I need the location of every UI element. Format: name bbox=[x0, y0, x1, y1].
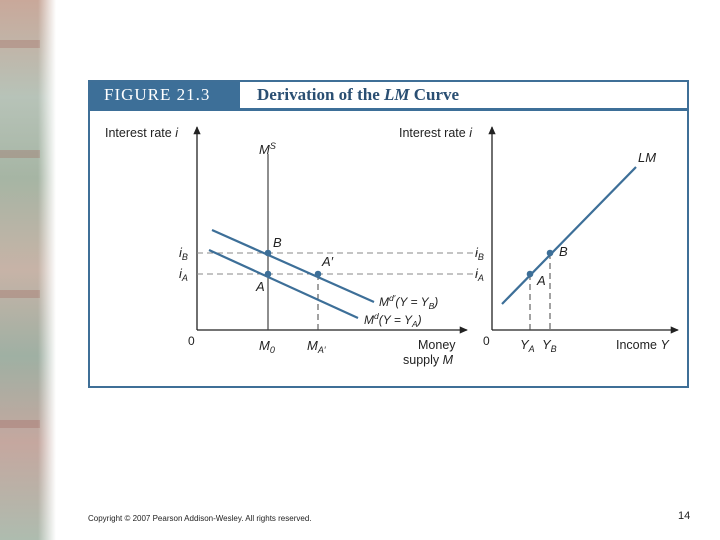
page-number: 14 bbox=[678, 510, 691, 522]
label-A-right: A bbox=[536, 273, 546, 288]
yb-label: YB bbox=[542, 337, 557, 354]
point-A-prime bbox=[314, 270, 322, 278]
label-B-left: B bbox=[273, 235, 282, 250]
figure-title-prefix: Derivation of the bbox=[257, 85, 385, 104]
md-prime-label: Md′(Y = YB) bbox=[379, 293, 438, 311]
left-iB-label: iB bbox=[179, 245, 188, 262]
sidebar-stripe bbox=[0, 290, 40, 298]
point-B-right bbox=[546, 249, 554, 257]
ya-label: YA bbox=[520, 337, 535, 354]
sidebar-stripe bbox=[0, 150, 40, 158]
right-iA-label: iA bbox=[475, 266, 484, 283]
sidebar-stripe bbox=[0, 40, 40, 48]
decorative-sidebar bbox=[0, 0, 56, 540]
diagram-canvas: Interest rate i 0 MS B A A′ iB iA M0 MA′… bbox=[105, 126, 679, 367]
point-B-left bbox=[264, 249, 272, 257]
left-iA-label: iA bbox=[179, 266, 188, 283]
point-A-right bbox=[526, 270, 534, 278]
point-A-left bbox=[264, 270, 272, 278]
ma-label: MA′ bbox=[307, 338, 326, 355]
sidebar-stripe bbox=[0, 420, 40, 428]
left-y-axis-label: Interest rate i bbox=[105, 126, 179, 140]
figure-title-rule bbox=[90, 108, 687, 111]
md-curve bbox=[208, 248, 359, 320]
left-x-axis-label-line2: supply M bbox=[403, 353, 454, 367]
label-A-left: A bbox=[255, 279, 265, 294]
label-A-prime: A′ bbox=[321, 254, 334, 269]
right-origin: 0 bbox=[483, 334, 490, 348]
left-x-axis-label-line1: Money bbox=[418, 338, 456, 352]
figure-label: FIGURE 21.3 bbox=[90, 82, 240, 108]
left-origin: 0 bbox=[188, 334, 195, 348]
right-y-axis-label: Interest rate i bbox=[399, 126, 473, 140]
figure-title-suffix: Curve bbox=[409, 85, 460, 104]
right-x-axis-label: Income Y bbox=[616, 338, 670, 352]
copyright-notice: Copyright © 2007 Pearson Addison-Wesley.… bbox=[88, 514, 312, 523]
m0-label: M0 bbox=[259, 338, 275, 355]
figure-frame: Derivation of the LM Curve FIGURE 21.3 I… bbox=[88, 80, 689, 388]
label-B-right: B bbox=[559, 244, 568, 259]
lm-label: LM bbox=[638, 150, 656, 165]
figure-title: Derivation of the LM Curve bbox=[90, 82, 687, 108]
figure-title-italic: LM bbox=[384, 85, 410, 104]
right-iB-label: iB bbox=[475, 245, 484, 262]
md-label: Md(Y = YA) bbox=[364, 311, 422, 329]
lm-curve bbox=[501, 166, 637, 305]
md-prime-curve bbox=[211, 228, 375, 304]
ms-label: MS bbox=[259, 141, 276, 157]
